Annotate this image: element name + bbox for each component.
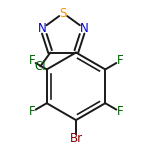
Text: Br: Br (69, 132, 83, 145)
Text: F: F (29, 105, 35, 118)
Text: Cl: Cl (35, 60, 46, 73)
Text: N: N (79, 22, 88, 35)
Text: F: F (29, 54, 35, 67)
Text: N: N (38, 22, 47, 35)
Text: F: F (117, 54, 123, 67)
Text: S: S (60, 7, 67, 20)
Text: F: F (117, 105, 123, 118)
